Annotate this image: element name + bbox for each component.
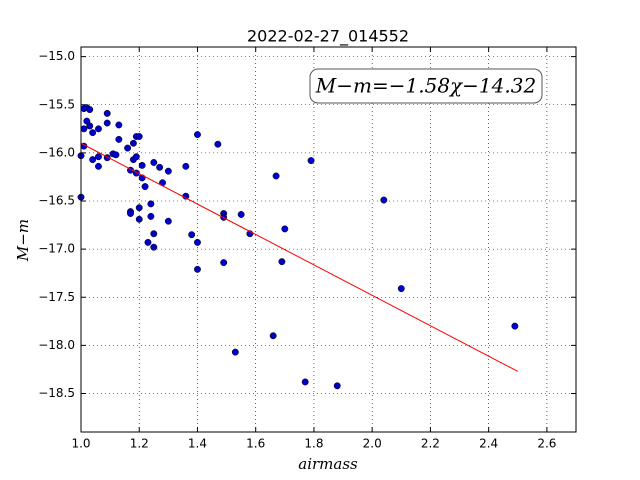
point [103,109,111,117]
x-tick-label: 2.0 [363,437,382,451]
y-tick-label: −17.0 [38,242,75,256]
point [86,122,94,130]
point [214,140,222,148]
point [135,133,143,140]
point [272,172,280,180]
point [124,144,132,152]
point [135,204,143,212]
y-tick-label: −15.5 [38,97,75,111]
point [135,215,143,223]
point [112,151,120,159]
point [129,139,137,147]
point [182,162,190,170]
point [164,167,172,175]
x-tick-label: 1.2 [130,437,149,451]
y-tick-label: −16.0 [38,145,75,159]
y-tick-label: −15.0 [38,49,75,63]
point [86,106,94,114]
y-tick-label: −18.0 [38,338,75,352]
point [278,258,286,266]
chart-title: 2022-02-27_014552 [247,27,409,47]
fit-line [80,142,518,372]
point [89,156,97,164]
point [380,196,388,204]
point [220,259,228,267]
point [138,161,146,169]
point [164,217,172,225]
point [150,159,158,166]
point [188,231,196,239]
point [156,163,164,171]
x-tick-label: 2.6 [537,437,556,451]
annotation: M−m=−1.58χ−14.32 [315,74,536,98]
x-axis-label: airmass [298,455,358,473]
point [147,200,155,208]
y-tick-label: −18.5 [38,386,75,400]
point [150,243,158,251]
point [397,285,405,293]
point [281,225,289,233]
x-tick-label: 2.4 [479,437,498,451]
point [132,153,140,161]
y-tick-label: −17.5 [38,290,75,304]
point [194,238,201,246]
point [103,119,111,127]
x-tick-label: 1.0 [71,437,90,451]
point [511,322,519,330]
x-tick-label: 1.8 [304,437,323,451]
x-tick-label: 2.2 [421,437,440,451]
x-tick-label: 1.4 [188,437,207,451]
point [95,125,102,133]
annotation-box [309,68,543,104]
point [301,378,309,386]
point [194,265,201,273]
x-tick-label: 1.6 [246,437,265,451]
point [95,162,102,170]
point [147,212,155,220]
point [127,210,134,217]
point [144,238,152,246]
point [115,135,123,143]
point [89,129,97,137]
plot-area: 1.0 1.2 1.4 1.6 1.8 2.0 2.2 2.4 2.6 −18.5 −18.0 −17… [38,47,576,451]
y-axis-label: M−m [14,219,32,262]
point [115,121,123,129]
point [150,230,158,238]
point [194,131,201,139]
point [333,382,341,390]
point [95,153,102,161]
point [80,125,88,133]
point [141,183,149,191]
point [307,157,315,165]
plot-frame [80,46,577,433]
point [269,332,277,340]
point [231,348,239,356]
y-tick-label: −16.5 [38,194,75,208]
point [237,211,245,218]
